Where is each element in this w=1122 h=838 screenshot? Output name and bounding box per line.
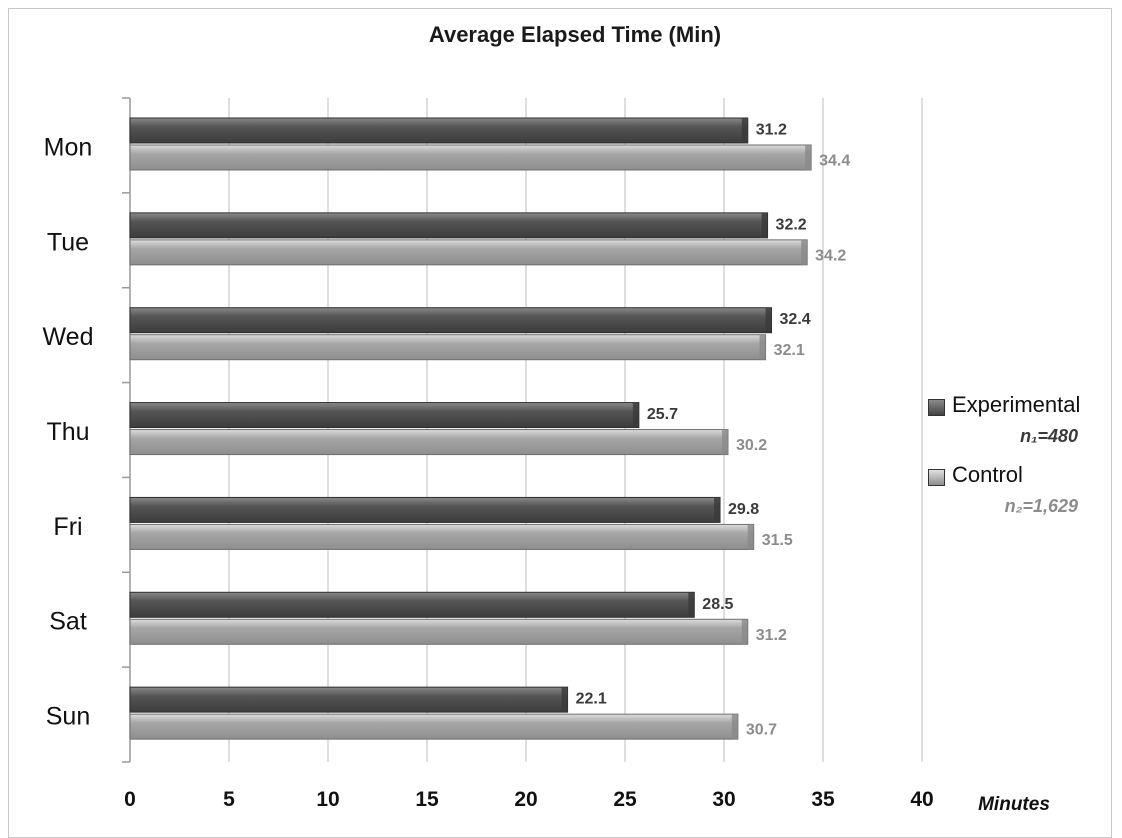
bar-end-cap (761, 212, 768, 238)
y-category-label: Sun (46, 703, 90, 731)
bar-control (129, 713, 739, 740)
x-tick-label: 5 (223, 788, 235, 811)
x-tick-label: 35 (811, 788, 835, 811)
bar-control (129, 429, 729, 456)
y-category-label: Wed (43, 323, 94, 351)
chart-title: Average Elapsed Time (Min) (428, 22, 722, 47)
legend-item-control: Control (928, 462, 1118, 496)
data-label-control: 30.7 (746, 722, 777, 739)
bar-control (129, 144, 812, 171)
data-label-control: 31.5 (762, 532, 793, 549)
y-category-label: Mon (44, 133, 93, 161)
bar-control (129, 239, 808, 266)
x-tick-label: 0 (124, 788, 136, 811)
x-tick-label: 10 (316, 788, 339, 811)
bar-experimental (129, 402, 640, 429)
bar-experimental (129, 307, 773, 334)
bar-end-cap (714, 497, 721, 523)
legend-swatch-control (928, 469, 945, 486)
legend-item-experimental: Experimental (928, 392, 1118, 426)
bar-end-cap (721, 429, 728, 455)
bar-end-cap (747, 524, 754, 550)
bar-end-cap (688, 592, 695, 618)
bar-control (129, 523, 755, 550)
bar-end-cap (632, 402, 639, 428)
data-label-experimental: 32.2 (776, 216, 807, 233)
x-tick-label: 20 (514, 788, 537, 811)
data-label-control: 32.1 (774, 342, 805, 359)
bar-experimental (129, 496, 721, 523)
bar-end-cap (731, 714, 738, 740)
data-label-experimental: 22.1 (576, 691, 607, 708)
legend-label-control: Control (952, 462, 1023, 487)
data-label-experimental: 25.7 (647, 406, 678, 423)
data-label-experimental: 28.5 (702, 596, 733, 613)
bar-end-cap (759, 334, 766, 360)
y-category-label: Sat (49, 608, 87, 636)
bar-control (129, 334, 767, 361)
bar-end-cap (805, 145, 812, 170)
bar-end-cap (741, 619, 748, 645)
data-label-experimental: 29.8 (728, 501, 759, 518)
data-label-control: 31.2 (756, 627, 787, 644)
y-category-label: Thu (46, 418, 89, 446)
x-tick-label: 25 (613, 788, 637, 811)
bar-experimental (129, 117, 749, 144)
data-label-control: 34.4 (819, 153, 850, 170)
bar-experimental (129, 212, 769, 239)
x-tick-label: 15 (415, 788, 439, 811)
data-label-experimental: 31.2 (756, 122, 787, 139)
bar-experimental (129, 591, 695, 618)
legend-swatch-experimental (928, 399, 945, 416)
legend: Experimental n₁=480 Control n₂=1,629 (928, 392, 1118, 532)
x-tick-label: 30 (712, 788, 735, 811)
legend-note-control: n₂=1,629 (1004, 496, 1078, 516)
bar-experimental (129, 686, 569, 713)
bar-chart-plot: 0 5 10 15 20 25 30 35 40 Minutes Mon 31.2 34.4 Tue 32.… (43, 97, 1050, 815)
data-label-control: 30.2 (736, 437, 767, 454)
x-tick-label: 40 (910, 788, 933, 811)
bar-end-cap (741, 118, 748, 143)
bar-control (129, 618, 749, 645)
legend-label-experimental: Experimental (952, 392, 1081, 417)
bar-end-cap (801, 239, 808, 265)
y-category-label: Tue (47, 228, 89, 256)
bar-end-cap (561, 687, 568, 713)
bar-end-cap (765, 307, 772, 333)
legend-note-experimental: n₁=480 (1020, 426, 1078, 446)
data-label-experimental: 32.4 (780, 311, 811, 328)
x-axis-label: Minutes (978, 794, 1050, 815)
data-label-control: 34.2 (815, 247, 846, 264)
y-category-label: Fri (53, 513, 82, 541)
